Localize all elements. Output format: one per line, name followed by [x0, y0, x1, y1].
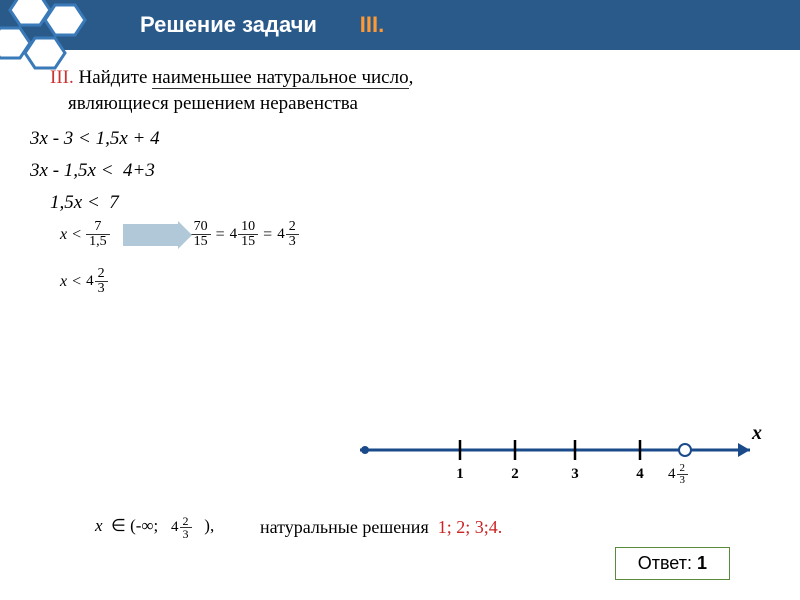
- task-line2: являющиеся решением неравенства: [68, 91, 358, 117]
- hexagon-decoration: [0, 0, 130, 85]
- equation-2: 3x - 1,5x < 4+3: [30, 160, 770, 182]
- svg-text:1: 1: [456, 466, 464, 482]
- title-main: Решение задачи: [140, 12, 317, 37]
- number-line: 1 2 3 4 4 2 3: [350, 430, 770, 500]
- fraction-70-15: 70 15: [191, 220, 211, 249]
- fraction-7-15: 7 1,5: [86, 220, 110, 249]
- natural-solutions: натуральные решения 1; 2; 3;4.: [260, 517, 502, 538]
- content-area: III. Найдите наименьшее натуральное числ…: [0, 50, 800, 317]
- svg-text:3: 3: [571, 466, 579, 482]
- svg-text:4: 4: [636, 466, 644, 482]
- interval-notation: x ∈ (-∞; 4 2 3 ),: [95, 515, 214, 540]
- endpoint-label: 4 2 3: [668, 463, 688, 486]
- mixed-4-2-3: 4 2 3: [277, 220, 299, 249]
- arrow-icon: [123, 224, 178, 246]
- equation-3: 1,5x < 7: [50, 192, 770, 214]
- final-inequality: x < 4 2 3: [60, 267, 770, 296]
- mixed-4-10-15: 4 10 15: [230, 220, 259, 249]
- svg-text:2: 2: [511, 466, 519, 482]
- answer-box: Ответ: 1: [615, 547, 730, 580]
- equation-1: 3x - 3 < 1,5x + 4: [30, 128, 770, 150]
- title-roman: III.: [360, 12, 384, 37]
- task-text: III. Найдите наименьшее натуральное числ…: [50, 65, 770, 116]
- fraction-row: x < 7 1,5 70 15 = 4 10 15 = 4 2 3: [60, 220, 770, 249]
